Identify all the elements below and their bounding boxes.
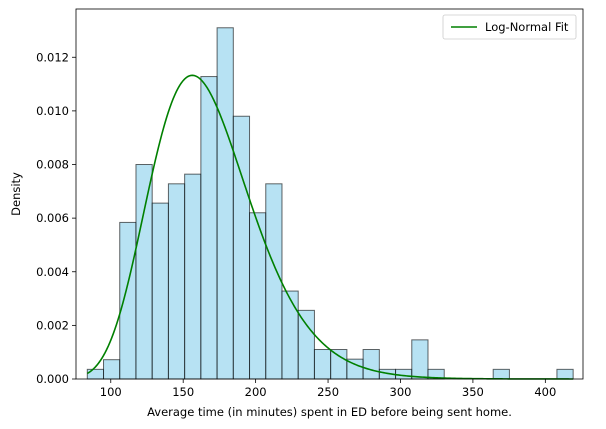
x-tick-label-150: 150 (172, 385, 194, 399)
histogram-bar-7 (200, 76, 218, 380)
histogram-bar-15 (330, 349, 348, 380)
histogram-bar-17 (362, 349, 380, 380)
y-tick-label-6: 0.012 (36, 50, 69, 64)
y-tick-label-4: 0.008 (36, 158, 69, 172)
plot-frame (75, 8, 584, 380)
histogram-bar-11 (265, 183, 283, 380)
histogram-bar-22 (492, 368, 510, 380)
x-tick-label-350: 350 (462, 385, 484, 399)
x-tick-label-200: 200 (245, 385, 267, 399)
x-axis-ticks: 100 150 200 250 300 350 400 (100, 379, 556, 399)
x-tick-label-100: 100 (100, 385, 122, 399)
histogram-bar-5 (167, 183, 186, 380)
x-tick-label-400: 400 (534, 385, 556, 399)
y-axis-label: Density (9, 172, 23, 216)
histogram-bar-14 (313, 349, 332, 380)
histogram-bar-3 (135, 164, 153, 380)
y-tick-label-3: 0.006 (36, 211, 69, 225)
histogram-bar-23 (556, 368, 574, 380)
histogram-bar-12 (281, 290, 299, 380)
y-tick-label-5: 0.010 (36, 104, 69, 118)
y-tick-label-2: 0.004 (36, 265, 69, 279)
histogram-bar-2 (119, 221, 137, 380)
histogram-bar-20 (411, 339, 429, 380)
legend: Log-Normal Fit (442, 14, 577, 40)
histogram-bar-13 (297, 309, 315, 380)
x-tick-label-250: 250 (317, 385, 339, 399)
x-tick-label-300: 300 (390, 385, 412, 399)
histogram-bar-6 (184, 173, 202, 380)
x-axis-label: Average time (in minutes) spent in ED be… (147, 405, 512, 419)
y-tick-label-0: 0.000 (36, 372, 69, 386)
histogram-bar-4 (151, 202, 169, 380)
legend-box (442, 14, 577, 40)
histogram-bars (86, 27, 574, 380)
histogram-bar-9 (232, 115, 251, 380)
y-axis-ticks: 0.000 0.002 0.004 0.006 0.008 0.010 0.012 (36, 50, 76, 386)
histogram-bar-8 (216, 27, 234, 380)
y-tick-label-1: 0.002 (36, 318, 69, 332)
histogram-bar-0 (86, 368, 105, 380)
legend-label-lognormal: Log-Normal Fit (485, 20, 569, 34)
histogram-bar-1 (103, 359, 121, 380)
